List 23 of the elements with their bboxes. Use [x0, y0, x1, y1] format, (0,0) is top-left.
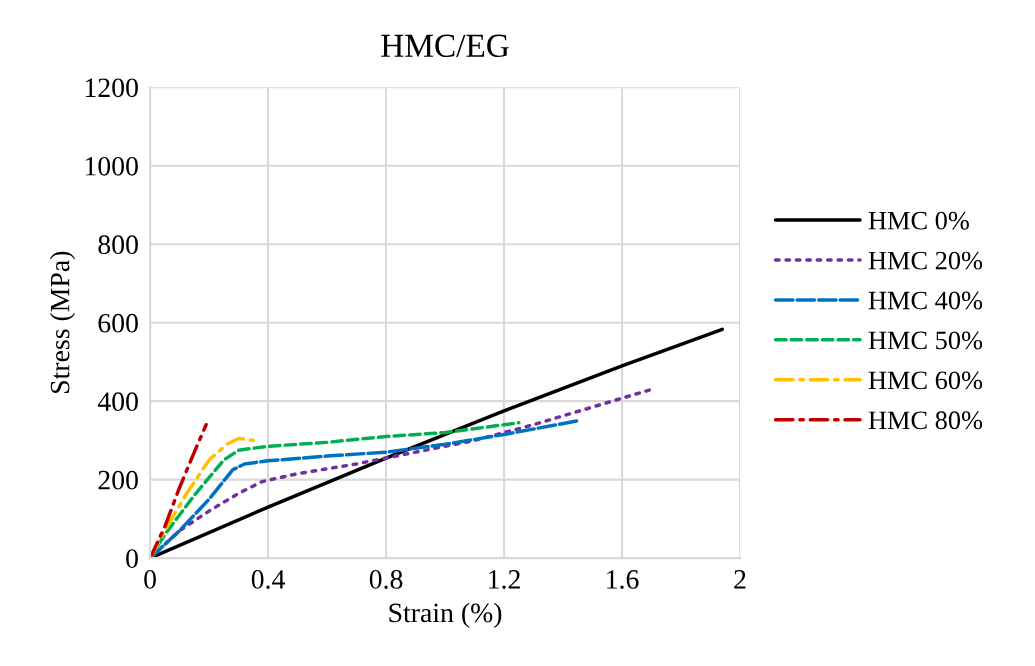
legend-label: HMC 80%	[868, 411, 983, 430]
y-axis-title: Stress (MPa)	[49, 251, 76, 393]
y-tick-label: 200	[98, 470, 138, 490]
legend-label: HMC 60%	[868, 371, 983, 390]
x-tick-label: 2	[734, 570, 746, 589]
legend-label: HMC 50%	[868, 331, 983, 350]
chart-title: HMC/EG	[381, 34, 509, 58]
y-tick-label: 1000	[85, 156, 138, 176]
y-tick-label: 800	[98, 235, 138, 255]
x-axis-title: Strain (%)	[389, 602, 502, 628]
x-tick-label: 0	[144, 570, 156, 589]
legend-label: HMC 20%	[868, 251, 983, 270]
y-tick-label: 0	[126, 549, 138, 569]
legend-label: HMC 40%	[868, 291, 983, 310]
y-tick-label: 400	[97, 392, 138, 412]
x-tick-label: 1.2	[489, 570, 520, 589]
x-tick-label: 1.6	[607, 570, 639, 589]
x-tick-label: 0.4	[251, 570, 285, 589]
y-tick-label: 1200	[85, 78, 138, 98]
legend-label: HMC 0%	[868, 211, 969, 230]
x-tick-label: 0.8	[369, 570, 403, 589]
line-series	[150, 422, 208, 559]
y-tick-label: 600	[98, 313, 138, 333]
